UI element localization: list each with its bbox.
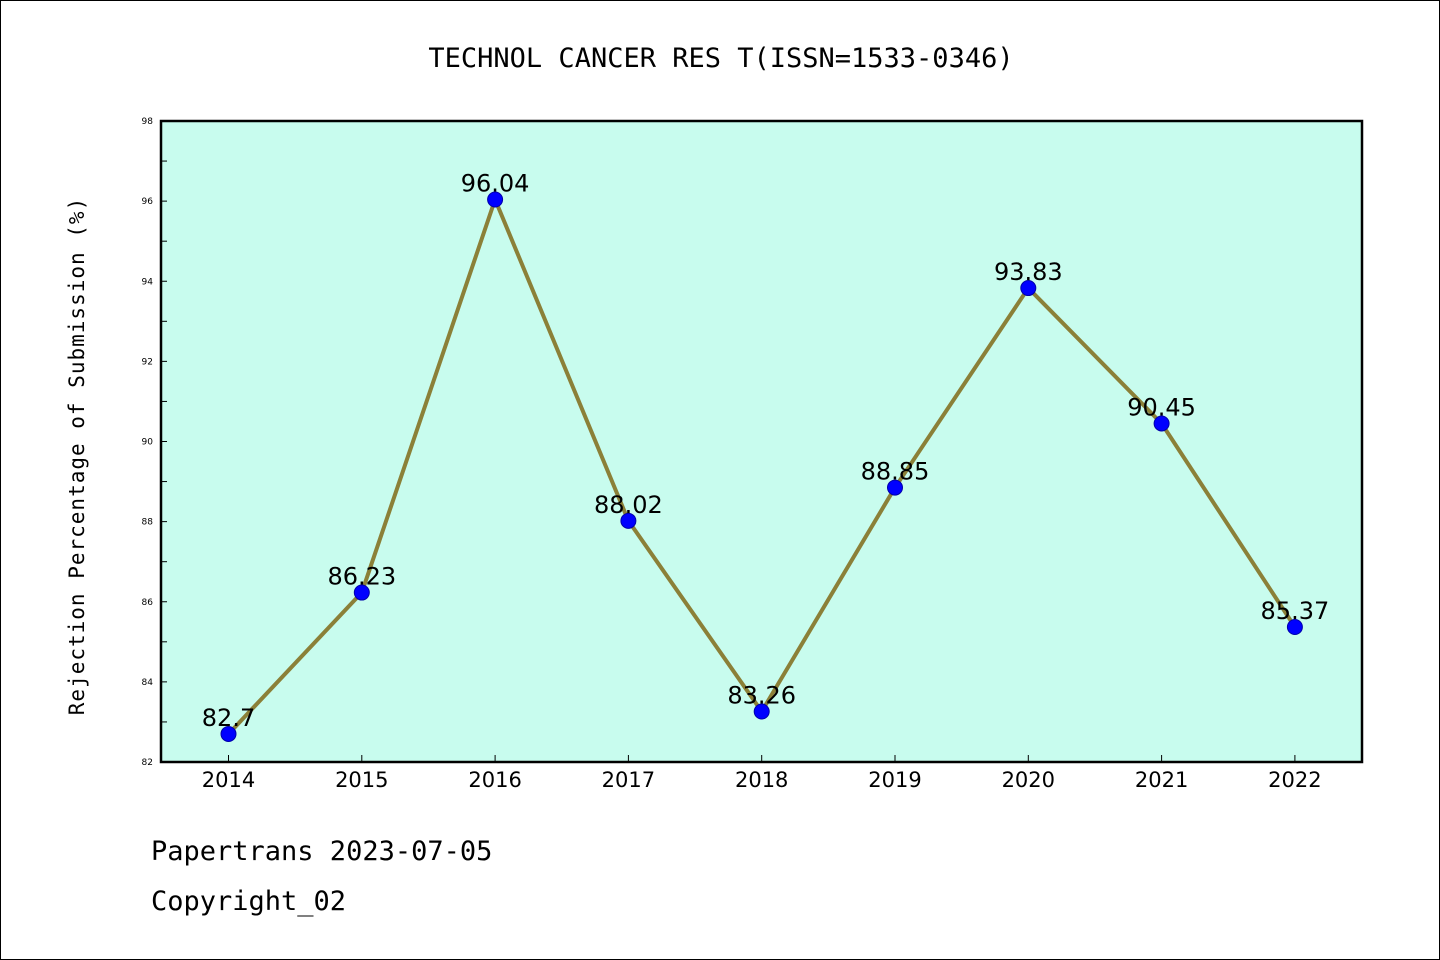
data-point xyxy=(1020,280,1037,297)
x-tick-label: 2017 xyxy=(602,768,655,792)
data-label: 90.45 xyxy=(1127,393,1196,421)
data-point xyxy=(353,584,370,601)
plot-frame xyxy=(159,119,1364,764)
data-label: 96.04 xyxy=(461,170,530,198)
data-label: 93.83 xyxy=(994,258,1063,286)
x-tick-label: 2018 xyxy=(735,768,788,792)
x-tick-label: 2014 xyxy=(202,768,255,792)
data-label: 83.26 xyxy=(727,682,796,710)
footer-date: Papertrans 2023-07-05 xyxy=(151,836,493,867)
data-label: 86.23 xyxy=(327,563,396,591)
data-point xyxy=(1286,618,1303,635)
x-tick-label: 2020 xyxy=(1002,768,1055,792)
x-tick-label: 2019 xyxy=(868,768,921,792)
footer-copyright: Copyright_02 xyxy=(151,886,347,917)
x-axis: 2014 2015 2016 2017 2018 2019 2020 2021 2022 xyxy=(202,755,1322,792)
data-point xyxy=(887,479,903,496)
y-tick-label: 96 xyxy=(142,197,154,207)
data-label-layer: 82.7 86.23 96.04 88.02 83.26 88.85 93.83 90.45 8… xyxy=(202,170,1329,732)
x-tick-label: 2021 xyxy=(1135,768,1188,792)
marker-layer xyxy=(220,191,1303,742)
y-tick-label: 84 xyxy=(142,678,154,688)
y-tick-label: 82 xyxy=(142,758,153,768)
data-point xyxy=(220,725,237,742)
y-tick-label: 92 xyxy=(142,357,153,367)
data-point xyxy=(1153,415,1170,432)
x-tick-label: 2022 xyxy=(1268,768,1321,792)
y-tick-label: 94 xyxy=(142,277,154,287)
data-label: 88.85 xyxy=(861,458,930,486)
y-tick-label: 98 xyxy=(142,117,154,127)
data-point xyxy=(487,191,504,208)
data-point xyxy=(753,703,770,720)
y-tick-label: 86 xyxy=(142,598,154,608)
data-label: 85.37 xyxy=(1261,597,1330,625)
data-label: 82.7 xyxy=(202,704,255,732)
x-tick-label: 2016 xyxy=(468,768,521,792)
y-axis-label: Rejection Percentage of Submission (%) xyxy=(65,197,89,715)
y-tick-label: 88 xyxy=(142,518,154,528)
x-tick-label: 2015 xyxy=(335,768,388,792)
data-point xyxy=(620,512,637,529)
y-tick-label: 90 xyxy=(142,438,154,448)
chart-title: TECHNOL CANCER RES T(ISSN=1533-0346) xyxy=(428,43,1013,74)
plot-area xyxy=(161,121,1362,762)
data-label: 88.02 xyxy=(594,491,663,519)
